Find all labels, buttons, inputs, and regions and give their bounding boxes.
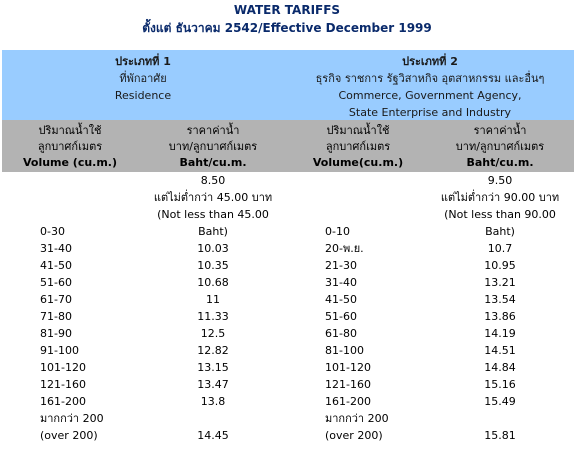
table-cell: 121-160	[325, 378, 371, 391]
column-header: Baht/cu.m.	[466, 156, 534, 169]
type-title: ประเภทที่ 2	[402, 55, 458, 68]
table-cell: 11	[206, 293, 220, 306]
table-cell: 12.82	[197, 344, 229, 357]
table-cell: 101-120	[40, 361, 86, 374]
table-cell: 10.68	[197, 276, 229, 289]
table-cell: 101-120	[325, 361, 371, 374]
table-cell: 0-30	[40, 225, 65, 238]
type-line: Commerce, Government Agency,	[338, 89, 522, 102]
table-cell: 0-10	[325, 225, 350, 238]
table-cell: 21-30	[325, 259, 357, 272]
table-cell: 51-60	[325, 310, 357, 323]
table-cell: 12.5	[200, 327, 226, 340]
table-cell: 13.21	[484, 276, 516, 289]
column-header: Volume(cu.m.)	[312, 156, 404, 169]
table-cell: แต่ไม่ต่ำกว่า 90.00 บาท	[440, 191, 560, 204]
table-cell: แต่ไม่ต่ำกว่า 45.00 บาท	[153, 191, 273, 204]
table-cell: 13.47	[197, 378, 229, 391]
table-cell: 11.33	[197, 310, 229, 323]
column-header: ราคาค่าน้ำ	[473, 124, 527, 137]
column-header: Baht/cu.m.	[179, 156, 247, 169]
table-cell: Baht)	[485, 225, 515, 238]
table-cell: 14.19	[484, 327, 516, 340]
table-cell: 61-80	[325, 327, 357, 340]
table-cell: 31-40	[40, 242, 72, 255]
column-header: ราคาค่าน้ำ	[186, 124, 240, 137]
table-cell: มากกว่า 200	[325, 412, 389, 425]
table-cell: 14.51	[484, 344, 516, 357]
table-cell: มากกว่า 200	[40, 412, 104, 425]
type-band	[2, 50, 574, 120]
type-line: ธุรกิจ ราชการ รัฐวิสาหกิจ อุตสาหกรรม และ…	[315, 72, 545, 85]
table-cell: 9.50	[487, 174, 513, 187]
table-cell: 161-200	[40, 395, 86, 408]
column-header: ปริมาณน้ำใช้	[326, 124, 390, 137]
table-cell: (over 200)	[325, 429, 383, 442]
table-cell: 10.7	[487, 242, 513, 255]
table-cell: 41-50	[325, 293, 357, 306]
table-cell: (Not less than 45.00	[157, 208, 269, 221]
type-line: State Enterprise and Industry	[348, 106, 512, 119]
table-cell: 10.35	[197, 259, 229, 272]
type-title: ประเภทที่ 1	[115, 55, 171, 68]
column-header: บาท/ลูกบาศก์เมตร	[168, 140, 258, 153]
table-cell: 51-60	[40, 276, 72, 289]
table-cell: 161-200	[325, 395, 371, 408]
table-cell: (Not less than 90.00	[444, 208, 556, 221]
table-cell: 15.81	[484, 429, 516, 442]
column-header-band	[2, 120, 574, 172]
table-cell: 13.15	[197, 361, 229, 374]
table-cell: 91-100	[40, 344, 79, 357]
column-header: ลูกบาศก์เมตร	[37, 140, 103, 153]
column-header: ปริมาณน้ำใช้	[38, 124, 102, 137]
title: WATER TARIFFS	[233, 3, 341, 17]
column-header: ลูกบาศก์เมตร	[325, 140, 391, 153]
table-cell: 41-50	[40, 259, 72, 272]
table-cell: 81-90	[40, 327, 72, 340]
type-line: Residence	[114, 89, 172, 102]
table-cell: 71-80	[40, 310, 72, 323]
table-cell: 81-100	[325, 344, 364, 357]
table-cell: 13.86	[484, 310, 516, 323]
table-cell: 121-160	[40, 378, 86, 391]
table-cell: Baht)	[198, 225, 228, 238]
table-cell: 10.03	[197, 242, 229, 255]
table-cell: 14.84	[484, 361, 516, 374]
table-cell: 10.95	[484, 259, 516, 272]
table-cell: 61-70	[40, 293, 72, 306]
table-cell: 8.50	[200, 174, 226, 187]
table-cell: 31-40	[325, 276, 357, 289]
table-cell: 15.49	[484, 395, 516, 408]
column-header: Volume (cu.m.)	[22, 156, 118, 169]
type-line: ที่พักอาศัย	[119, 72, 167, 85]
column-header: บาท/ลูกบาศก์เมตร	[455, 140, 545, 153]
table-cell: 13.8	[200, 395, 226, 408]
table-cell: (over 200)	[40, 429, 98, 442]
table-cell: 20-พ.ย.	[325, 242, 364, 255]
table-cell: 14.45	[197, 429, 229, 442]
subtitle: ตั้งแต่ ธันวาคม 2542/Effective December …	[142, 21, 432, 35]
table-cell: 13.54	[484, 293, 516, 306]
table-cell: 15.16	[484, 378, 516, 391]
